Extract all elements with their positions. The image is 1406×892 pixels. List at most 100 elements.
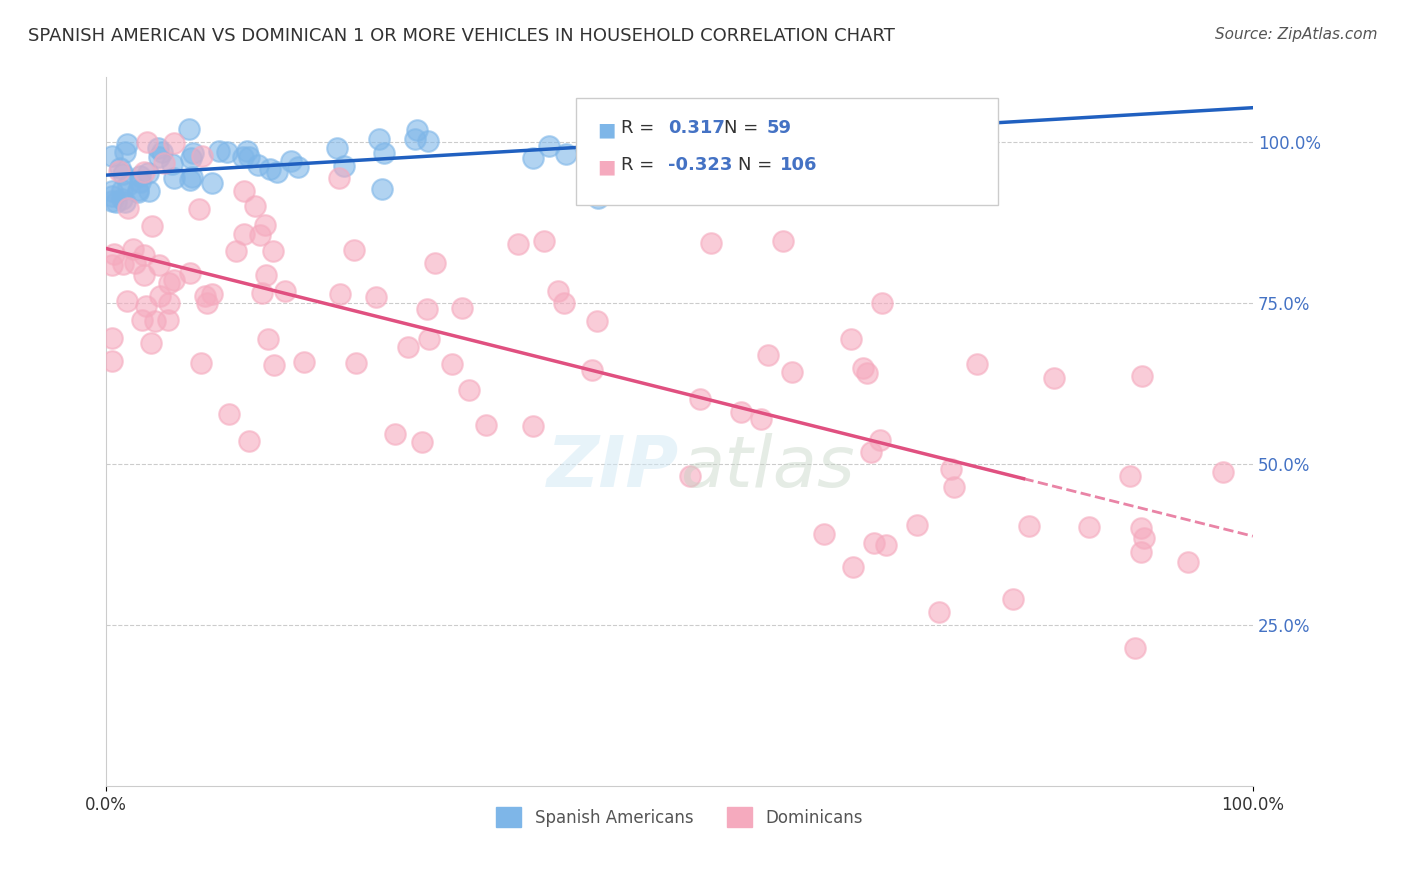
Point <box>869 433 891 447</box>
Point <box>150 145 173 160</box>
Legend: Spanish Americans, Dominicans: Spanish Americans, Dominicans <box>489 800 869 834</box>
Point <box>238 434 260 448</box>
Point <box>451 301 474 315</box>
Point <box>423 256 446 270</box>
Point <box>411 435 433 450</box>
Point <box>292 354 315 368</box>
Text: 0.317: 0.317 <box>668 119 724 136</box>
Point <box>187 202 209 216</box>
Point <box>104 195 127 210</box>
Point <box>132 268 155 282</box>
Point <box>554 147 576 161</box>
Point <box>329 286 352 301</box>
Point <box>236 144 259 158</box>
Point <box>1212 465 1234 479</box>
Point <box>180 151 202 165</box>
Point <box>1129 520 1152 534</box>
Point <box>131 313 153 327</box>
Point <box>157 312 180 326</box>
Point <box>905 517 928 532</box>
Point <box>855 366 877 380</box>
Point <box>749 412 772 426</box>
Point <box>343 243 366 257</box>
Point <box>699 140 721 154</box>
Point <box>218 407 240 421</box>
Point <box>287 161 309 175</box>
Point <box>522 151 544 165</box>
Point <box>772 234 794 248</box>
Point <box>533 234 555 248</box>
Point <box>553 296 575 310</box>
Point <box>1129 544 1152 558</box>
Point <box>181 169 204 184</box>
Point <box>1002 591 1025 606</box>
Text: ZIP: ZIP <box>547 433 679 501</box>
Point <box>138 184 160 198</box>
Point <box>333 159 356 173</box>
Point <box>149 288 172 302</box>
Point <box>1119 469 1142 483</box>
Point <box>148 150 170 164</box>
Point <box>780 365 803 379</box>
Point <box>586 191 609 205</box>
Point <box>266 165 288 179</box>
Point <box>101 149 124 163</box>
Text: N =: N = <box>738 156 778 174</box>
Point <box>157 296 180 310</box>
Point <box>195 295 218 310</box>
Point <box>274 284 297 298</box>
Point <box>117 201 139 215</box>
Text: R =: R = <box>621 156 661 174</box>
Point <box>232 227 254 242</box>
Point <box>112 167 135 181</box>
Point <box>368 131 391 145</box>
Point <box>111 192 134 206</box>
Point <box>208 144 231 158</box>
Point <box>256 332 278 346</box>
Point <box>111 257 134 271</box>
Point <box>418 331 440 345</box>
Point <box>326 141 349 155</box>
Point <box>689 392 711 406</box>
Point <box>860 445 883 459</box>
Point <box>396 339 419 353</box>
Point <box>250 285 273 300</box>
Point <box>475 417 498 432</box>
Point <box>117 178 139 192</box>
Point <box>404 132 426 146</box>
Point <box>406 123 429 137</box>
Point <box>136 135 159 149</box>
Point <box>366 290 388 304</box>
Point <box>522 419 544 434</box>
Point <box>141 219 163 233</box>
Point <box>201 177 224 191</box>
Point <box>111 183 134 197</box>
Text: 106: 106 <box>780 156 818 174</box>
Point <box>162 272 184 286</box>
Text: R =: R = <box>621 119 661 136</box>
Point <box>263 358 285 372</box>
Point <box>101 354 124 368</box>
Point <box>163 171 186 186</box>
Point <box>179 267 201 281</box>
Point <box>135 299 157 313</box>
Point <box>108 163 131 178</box>
Point <box>215 145 238 160</box>
Point <box>416 135 439 149</box>
Point <box>875 538 897 552</box>
Text: 59: 59 <box>766 119 792 136</box>
Point <box>939 461 962 475</box>
Point <box>128 169 150 183</box>
Point <box>191 149 214 163</box>
Point <box>254 268 277 282</box>
Point <box>101 331 124 345</box>
Point <box>384 426 406 441</box>
Point <box>145 314 167 328</box>
Point <box>201 286 224 301</box>
Point <box>792 122 814 136</box>
Point <box>581 363 603 377</box>
Point <box>1130 368 1153 383</box>
Point <box>249 228 271 243</box>
Point <box>756 348 779 362</box>
Text: ■: ■ <box>598 120 616 139</box>
